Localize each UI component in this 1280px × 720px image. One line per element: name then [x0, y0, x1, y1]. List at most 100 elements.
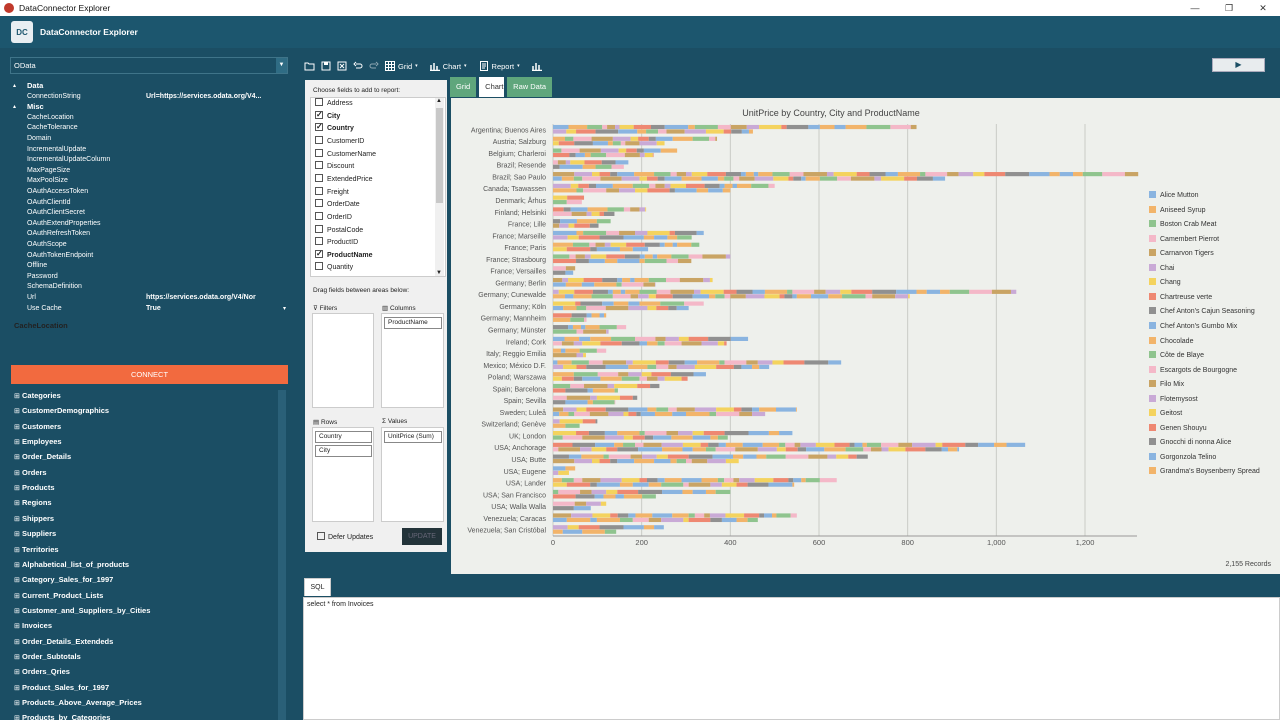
field-item[interactable]: CustomerID [315, 135, 364, 149]
field-checkbox[interactable] [315, 135, 323, 144]
field-item[interactable]: Quantity [315, 262, 353, 275]
undo-icon[interactable] [353, 61, 363, 71]
tree-item[interactable]: ⊞ Order_Details [10, 450, 71, 464]
field-item[interactable]: OrderDate [315, 199, 360, 212]
expand-icon[interactable]: ⊞ [14, 684, 20, 692]
field-checkbox[interactable] [315, 248, 323, 260]
expand-icon[interactable]: ⊞ [14, 669, 20, 677]
tree-item[interactable]: ⊞ Products [10, 481, 55, 495]
row-chip[interactable]: City [315, 445, 372, 457]
update-button[interactable]: UPDATE [402, 528, 442, 545]
property-row[interactable]: Url https://services.odata.org/V4/Nor [10, 293, 290, 304]
expand-icon[interactable]: ⊞ [14, 531, 20, 539]
tree-item[interactable]: ⊞ Categories [10, 390, 61, 403]
tree-item[interactable]: ⊞ Orders_Qries [10, 665, 70, 679]
tree-item[interactable]: ⊞ Regions [10, 496, 52, 510]
field-item[interactable]: ProductID [315, 237, 358, 250]
defer-updates[interactable]: Defer Updates [317, 532, 373, 541]
chevron-down-icon[interactable]: ▾ [282, 305, 286, 312]
field-item[interactable]: ProductName [315, 248, 373, 263]
field-list-scrollbar[interactable]: ▲ ▼ [435, 98, 444, 276]
expand-icon[interactable]: ⊞ [14, 393, 20, 400]
property-row[interactable]: MaxPageSize [10, 166, 290, 177]
field-item[interactable]: OrderID [315, 211, 352, 225]
tree-item[interactable]: ⊞ Products_Above_Average_Prices [10, 696, 142, 710]
expand-icon[interactable]: ⊞ [14, 592, 20, 600]
expand-icon[interactable]: ⊞ [14, 546, 20, 554]
tree-item[interactable]: ⊞ Order_Subtotals [10, 650, 81, 664]
field-checkbox[interactable] [315, 224, 323, 233]
connect-button[interactable]: CONNECT [11, 365, 288, 384]
redo-icon[interactable] [369, 61, 379, 71]
tree-item[interactable]: ⊞ Shippers [10, 512, 54, 526]
expand-icon[interactable]: ⊞ [14, 700, 20, 707]
property-row[interactable]: OAuthScope [10, 240, 290, 251]
tree-item[interactable]: ⊞ Order_Details_Extendeds [10, 635, 113, 649]
field-checkbox[interactable] [315, 237, 323, 246]
filters-area[interactable] [312, 313, 374, 408]
report-menu[interactable]: Report ▾ [479, 61, 526, 71]
chevron-down-icon[interactable]: ▼ [276, 58, 287, 73]
scroll-up-icon[interactable]: ▲ [436, 98, 442, 104]
tab-raw-data[interactable]: Raw Data [507, 77, 553, 97]
property-row[interactable]: IncrementalUpdate [10, 145, 290, 156]
minimize-button[interactable]: — [1190, 3, 1200, 13]
field-checkbox[interactable] [315, 262, 323, 271]
tree-item[interactable]: ⊞ Customer_and_Suppliers_by_Cities [10, 604, 150, 618]
field-item[interactable]: Discount [315, 161, 354, 174]
expand-icon[interactable]: ⊞ [14, 623, 20, 631]
expand-icon[interactable]: ⊞ [14, 607, 20, 615]
field-checkbox[interactable] [315, 173, 323, 182]
tree-item[interactable]: ⊞ Products_by_Categories [10, 711, 110, 720]
field-checkbox[interactable] [315, 211, 323, 220]
property-category[interactable]: ▴ Data [10, 81, 290, 92]
open-icon[interactable] [304, 61, 315, 71]
property-row[interactable]: OAuthAccessToken [10, 187, 290, 198]
tab-grid[interactable]: Grid [450, 77, 477, 97]
column-chip[interactable]: ProductName [384, 317, 442, 329]
expand-icon[interactable]: ⊞ [14, 515, 20, 523]
grid-menu[interactable]: Grid ▾ [385, 61, 424, 71]
tree-item[interactable]: ⊞ Orders [10, 466, 47, 480]
field-checkbox[interactable] [315, 98, 323, 106]
scroll-down-icon[interactable]: ▼ [436, 270, 442, 276]
tree-item[interactable]: ⊞ Category_Sales_for_1997 [10, 573, 113, 587]
expand-icon[interactable]: ⊞ [14, 500, 20, 508]
collapse-icon[interactable]: ▴ [13, 83, 17, 89]
field-checkbox[interactable] [315, 109, 323, 121]
tree-item[interactable]: ⊞ Alphabetical_list_of_products [10, 558, 129, 572]
expand-icon[interactable]: ⊞ [14, 561, 20, 569]
expand-icon[interactable]: ⊞ [14, 423, 20, 431]
field-checkbox[interactable] [315, 199, 323, 208]
field-checkbox[interactable] [315, 148, 323, 157]
run-button[interactable]: ▶ [1212, 58, 1265, 72]
bar-chart-icon[interactable] [531, 61, 542, 71]
field-item[interactable]: City [315, 109, 340, 124]
tree-item[interactable]: ⊞ CustomerDemographics [10, 404, 109, 418]
tree-item[interactable]: ⊞ Suppliers [10, 527, 56, 541]
field-item[interactable]: Country [315, 121, 354, 136]
property-row[interactable]: CacheLocation [10, 113, 290, 124]
columns-area[interactable]: ProductName [381, 313, 444, 408]
expand-icon[interactable]: ⊞ [14, 469, 20, 477]
property-row[interactable]: OAuthExtendProperties [10, 219, 290, 230]
tree-item[interactable]: ⊞ Customers [10, 420, 61, 434]
property-row[interactable]: SchemaDefinition [10, 282, 290, 293]
field-checkbox[interactable] [315, 186, 323, 195]
property-value[interactable]: Url=https://services.odata.org/V4... [146, 92, 262, 100]
property-row[interactable]: MaxPoolSize [10, 176, 290, 187]
field-item[interactable]: CustomerName [315, 148, 376, 162]
expand-icon[interactable]: ⊞ [14, 577, 20, 585]
property-row[interactable]: Offline [10, 261, 290, 272]
save-icon[interactable] [321, 61, 331, 71]
property-row[interactable]: OAuthClientId [10, 198, 290, 209]
tree-item[interactable]: ⊞ Product_Sales_for_1997 [10, 681, 109, 695]
defer-updates-checkbox[interactable] [317, 532, 325, 540]
field-item[interactable]: PostalCode [315, 224, 363, 238]
scroll-thumb[interactable] [436, 108, 443, 203]
tree-item[interactable]: ⊞ Invoices [10, 619, 52, 633]
property-row[interactable]: OAuthRefreshToken [10, 229, 290, 240]
expand-icon[interactable]: ⊞ [14, 715, 20, 720]
property-row[interactable]: IncrementalUpdateColumn [10, 155, 290, 166]
field-item[interactable]: ExtendedPrice [315, 173, 373, 187]
